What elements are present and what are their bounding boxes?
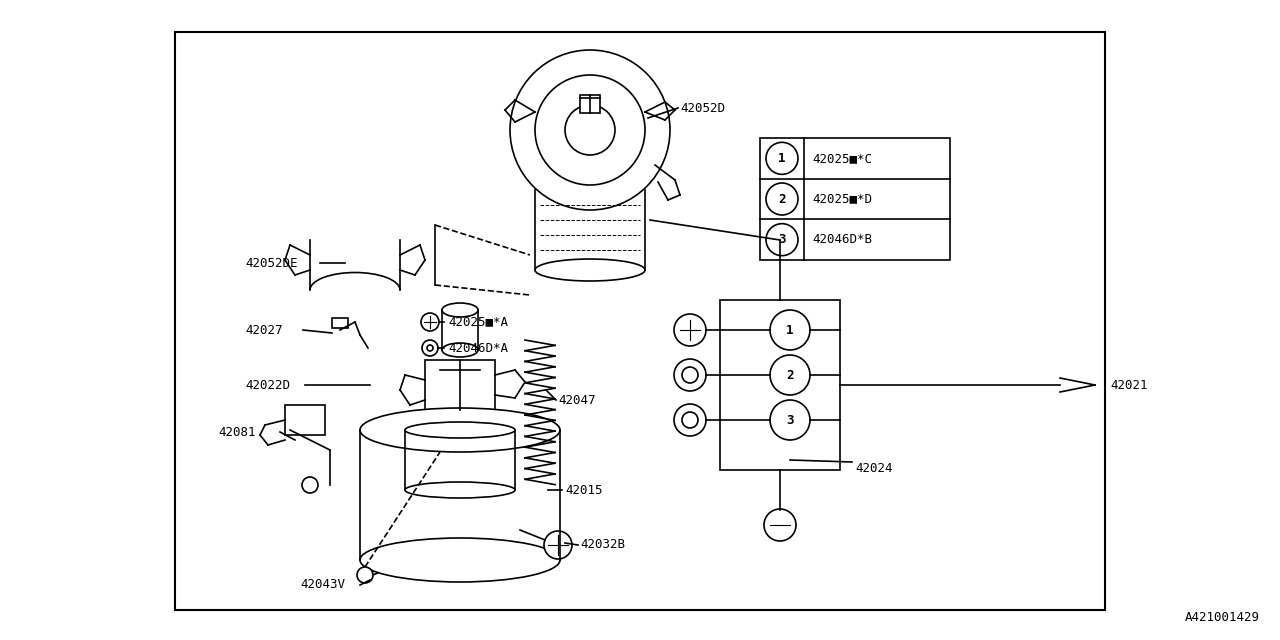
- Circle shape: [535, 75, 645, 185]
- Circle shape: [675, 404, 707, 436]
- Circle shape: [771, 355, 810, 395]
- Ellipse shape: [442, 303, 477, 317]
- Circle shape: [422, 340, 438, 356]
- Text: 1: 1: [786, 323, 794, 337]
- Text: 42032B: 42032B: [580, 538, 625, 552]
- Circle shape: [421, 313, 439, 331]
- Ellipse shape: [360, 538, 561, 582]
- Bar: [285, 405, 325, 435]
- Circle shape: [765, 223, 797, 255]
- Circle shape: [682, 412, 698, 428]
- Circle shape: [771, 310, 810, 350]
- Ellipse shape: [442, 343, 477, 357]
- Circle shape: [544, 531, 572, 559]
- Text: 42046D*A: 42046D*A: [448, 342, 508, 355]
- Ellipse shape: [360, 408, 561, 452]
- Text: A421001429: A421001429: [1185, 611, 1260, 624]
- Text: 42081: 42081: [218, 426, 256, 438]
- Bar: [760, 138, 950, 260]
- Circle shape: [675, 314, 707, 346]
- Text: 42052DE: 42052DE: [244, 257, 297, 269]
- Circle shape: [564, 105, 614, 155]
- Ellipse shape: [404, 422, 515, 438]
- Text: 42047: 42047: [558, 394, 595, 406]
- Bar: [175, 32, 1105, 610]
- Text: 1: 1: [778, 152, 786, 165]
- Text: 42025■*C: 42025■*C: [812, 152, 872, 165]
- Text: 42025■*A: 42025■*A: [448, 316, 508, 328]
- Text: 2: 2: [778, 193, 786, 205]
- Circle shape: [302, 477, 317, 493]
- Text: 2: 2: [786, 369, 794, 381]
- Text: 42052D: 42052D: [680, 102, 724, 115]
- Text: 42015: 42015: [564, 483, 603, 497]
- Circle shape: [764, 509, 796, 541]
- Circle shape: [428, 345, 433, 351]
- Bar: [425, 360, 495, 415]
- Text: 42046D*B: 42046D*B: [812, 233, 872, 246]
- Circle shape: [357, 567, 372, 583]
- Text: 42021: 42021: [1110, 378, 1147, 392]
- Text: 3: 3: [778, 233, 786, 246]
- Circle shape: [675, 359, 707, 391]
- Bar: [721, 300, 840, 470]
- Text: 42025■*D: 42025■*D: [812, 193, 872, 205]
- Circle shape: [509, 50, 669, 210]
- Text: 42027: 42027: [244, 323, 283, 337]
- Text: 42024: 42024: [855, 461, 892, 474]
- Bar: [332, 318, 348, 328]
- Text: 42043V: 42043V: [300, 579, 346, 591]
- Text: 3: 3: [786, 413, 794, 426]
- Ellipse shape: [535, 259, 645, 281]
- Circle shape: [771, 400, 810, 440]
- Text: 42022D: 42022D: [244, 378, 291, 392]
- Ellipse shape: [404, 482, 515, 498]
- Circle shape: [682, 367, 698, 383]
- Bar: [580, 95, 600, 113]
- Circle shape: [765, 142, 797, 174]
- Circle shape: [765, 183, 797, 215]
